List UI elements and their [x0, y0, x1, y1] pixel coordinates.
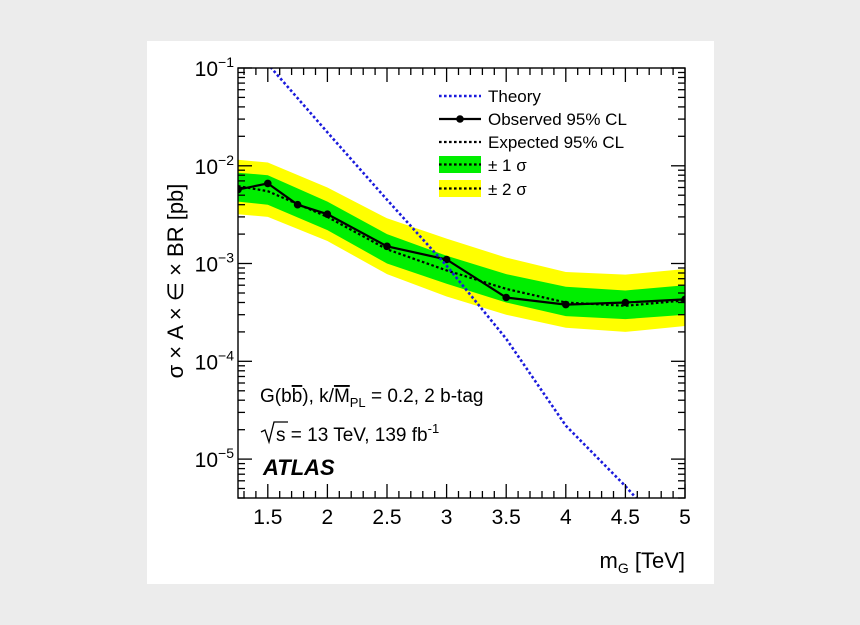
y-tick-label: 10−3	[195, 250, 235, 277]
observed-point-7	[562, 300, 570, 309]
lines-layer	[238, 68, 685, 498]
chart-frame: 1.5 2 2.5 3 3.5 4 4.5 5 10−1 10−2 10−3 10−4 10−5 The…	[147, 41, 714, 584]
atlas-label: ATLAS	[262, 455, 335, 480]
observed-point-9	[681, 295, 685, 304]
theory-line	[269, 68, 638, 498]
y-axis-title: σ × A × ∈ × BR [pb]	[163, 184, 188, 379]
x-tick-label: 3.5	[492, 506, 521, 529]
observed-point-2	[293, 200, 302, 209]
observed-point-6	[502, 293, 511, 302]
energy-annotation: s = 13 TeV, 139 fb-1	[260, 421, 439, 446]
chart: 1.5 2 2.5 3 3.5 4 4.5 5 10−1 10−2 10−3 10−4 10−5 The…	[163, 54, 691, 576]
legend-expected-label: Expected 95% CL	[488, 133, 624, 152]
bands-layer	[238, 159, 685, 332]
legend-observed-label: Observed 95% CL	[488, 110, 627, 129]
process-annotation: G(bb), k/MPL = 0.2, 2 b-tag	[260, 386, 483, 410]
y-tick-label: 10−4	[195, 347, 235, 374]
expected-line	[238, 185, 685, 307]
sqrt-icon	[260, 421, 288, 445]
x-tick-label: 1.5	[253, 506, 282, 529]
plot-area-border	[237, 67, 686, 499]
y-tick-label: 10−5	[195, 445, 235, 472]
observed-point-3	[323, 210, 332, 218]
y-tick-label: 10−1	[195, 54, 235, 81]
band-1sigma	[238, 172, 685, 320]
legend-observed-marker	[456, 115, 464, 123]
observed-point-8	[621, 298, 630, 307]
x-tick-label: 4	[560, 506, 572, 529]
axis-ticks: 1.5 2 2.5 3 3.5 4 4.5 5 10−1 10−2 10−3 10−4 10−5	[195, 54, 691, 529]
legend-2sigma-label: ± 2 σ	[488, 180, 527, 199]
legend-theory-label: Theory	[488, 87, 541, 106]
observed-point-4	[383, 242, 391, 251]
x-tick-label: 4.5	[611, 506, 640, 529]
observed-point-5	[442, 255, 451, 264]
observed-line	[238, 182, 685, 306]
y-tick-label: 10−2	[195, 152, 235, 179]
observed-point-1	[264, 179, 272, 188]
x-axis-title: mG [TeV]	[600, 548, 685, 576]
x-tick-label: 2	[322, 506, 334, 529]
x-tick-label: 5	[679, 506, 691, 529]
legend: Theory Observed 95% CL Expected 95% CL ±…	[439, 87, 627, 199]
bbar: b	[292, 386, 303, 407]
x-tick-label: 2.5	[372, 506, 401, 529]
x-tick-label: 3	[441, 506, 453, 529]
legend-1sigma-label: ± 1 σ	[488, 156, 527, 175]
svg-text:s = 13 TeV, 139 fb-1: s = 13 TeV, 139 fb-1	[276, 421, 439, 446]
